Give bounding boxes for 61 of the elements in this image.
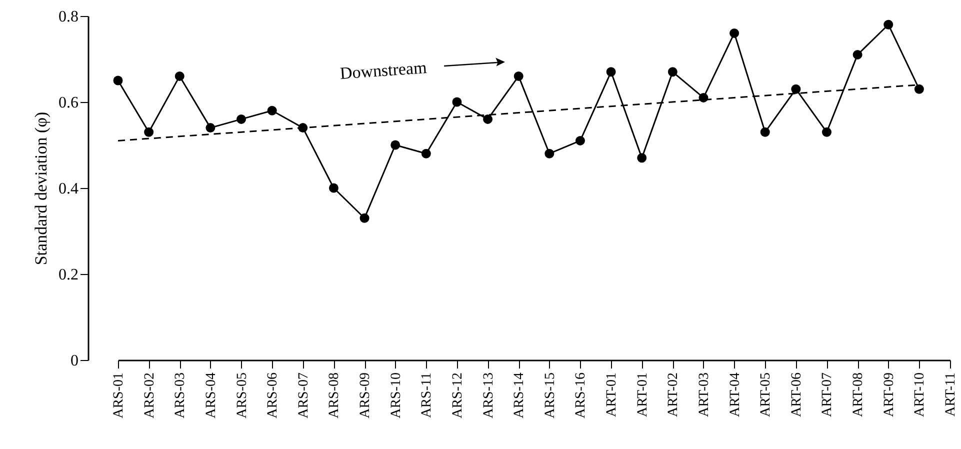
x-tick-label: ARS-15 xyxy=(542,372,558,418)
point xyxy=(544,148,554,158)
point xyxy=(914,84,924,94)
point xyxy=(884,20,894,30)
point xyxy=(698,92,708,102)
x-tick-label: ARS-13 xyxy=(481,372,496,418)
y-tick-label: 0.2 xyxy=(58,266,78,284)
x-tick-label: ARS-01 xyxy=(112,372,126,418)
y-tick-label: 0.8 xyxy=(58,8,78,26)
x-tick-label: ARS-04 xyxy=(204,372,219,418)
point xyxy=(791,84,801,94)
x-tick-label: ART-04 xyxy=(728,372,743,418)
x-tick-label: ARS-06 xyxy=(266,372,281,418)
x-tick-label: ARS-11 xyxy=(420,372,435,418)
point xyxy=(637,153,647,163)
point xyxy=(483,114,493,124)
point xyxy=(575,136,585,146)
point xyxy=(174,71,184,81)
x-tick-label: ART-05 xyxy=(758,372,774,418)
point xyxy=(328,183,338,193)
point xyxy=(668,67,678,77)
x-tick-label: ART-09 xyxy=(882,372,897,418)
point xyxy=(730,28,740,38)
x-tick-label: ARS-07 xyxy=(296,372,312,418)
point xyxy=(452,97,462,107)
x-tick-label: ART-07 xyxy=(820,372,836,418)
x-tick-label: ARS-14 xyxy=(512,372,528,418)
y-tick-label: 0.4 xyxy=(58,180,78,198)
x-tick-label: ARS-05 xyxy=(234,372,250,418)
x-tick-label: ART-11 xyxy=(944,372,958,417)
x-tick-label: ART-06 xyxy=(789,372,804,418)
point xyxy=(390,140,400,150)
x-tick-label: ARS-02 xyxy=(142,372,158,418)
point xyxy=(760,127,770,137)
point xyxy=(514,71,524,81)
point xyxy=(606,67,616,77)
point xyxy=(852,50,862,60)
x-tick-label: ART-10 xyxy=(912,372,928,418)
y-tick-label: 0 xyxy=(70,352,78,370)
point xyxy=(267,106,277,116)
x-tick-label: ARS-12 xyxy=(450,372,466,418)
x-tick-label: ART-08 xyxy=(851,372,866,418)
y-axis-title: Standard deviation (φ) xyxy=(32,112,50,266)
point xyxy=(822,127,832,137)
point xyxy=(421,148,431,158)
annotation: Downstream xyxy=(339,58,428,83)
point xyxy=(113,76,123,86)
x-tick-label: ARS-09 xyxy=(358,372,374,418)
x-tick-label: ARS-03 xyxy=(173,372,188,418)
x-tick-label: ARS-16 xyxy=(574,372,589,418)
point xyxy=(360,213,370,223)
x-tick-label: ARS-10 xyxy=(388,372,404,418)
x-tick-label: ART-02 xyxy=(666,372,682,418)
y-tick-label: 0.6 xyxy=(58,94,78,112)
x-tick-label: ARS-08 xyxy=(327,372,342,418)
x-tick-label: ART-01 xyxy=(635,372,650,418)
point xyxy=(236,114,246,124)
point xyxy=(144,127,154,137)
x-tick-label: ART-03 xyxy=(696,372,712,418)
point xyxy=(206,123,216,133)
x-tick-label: ART-01 xyxy=(604,372,620,418)
